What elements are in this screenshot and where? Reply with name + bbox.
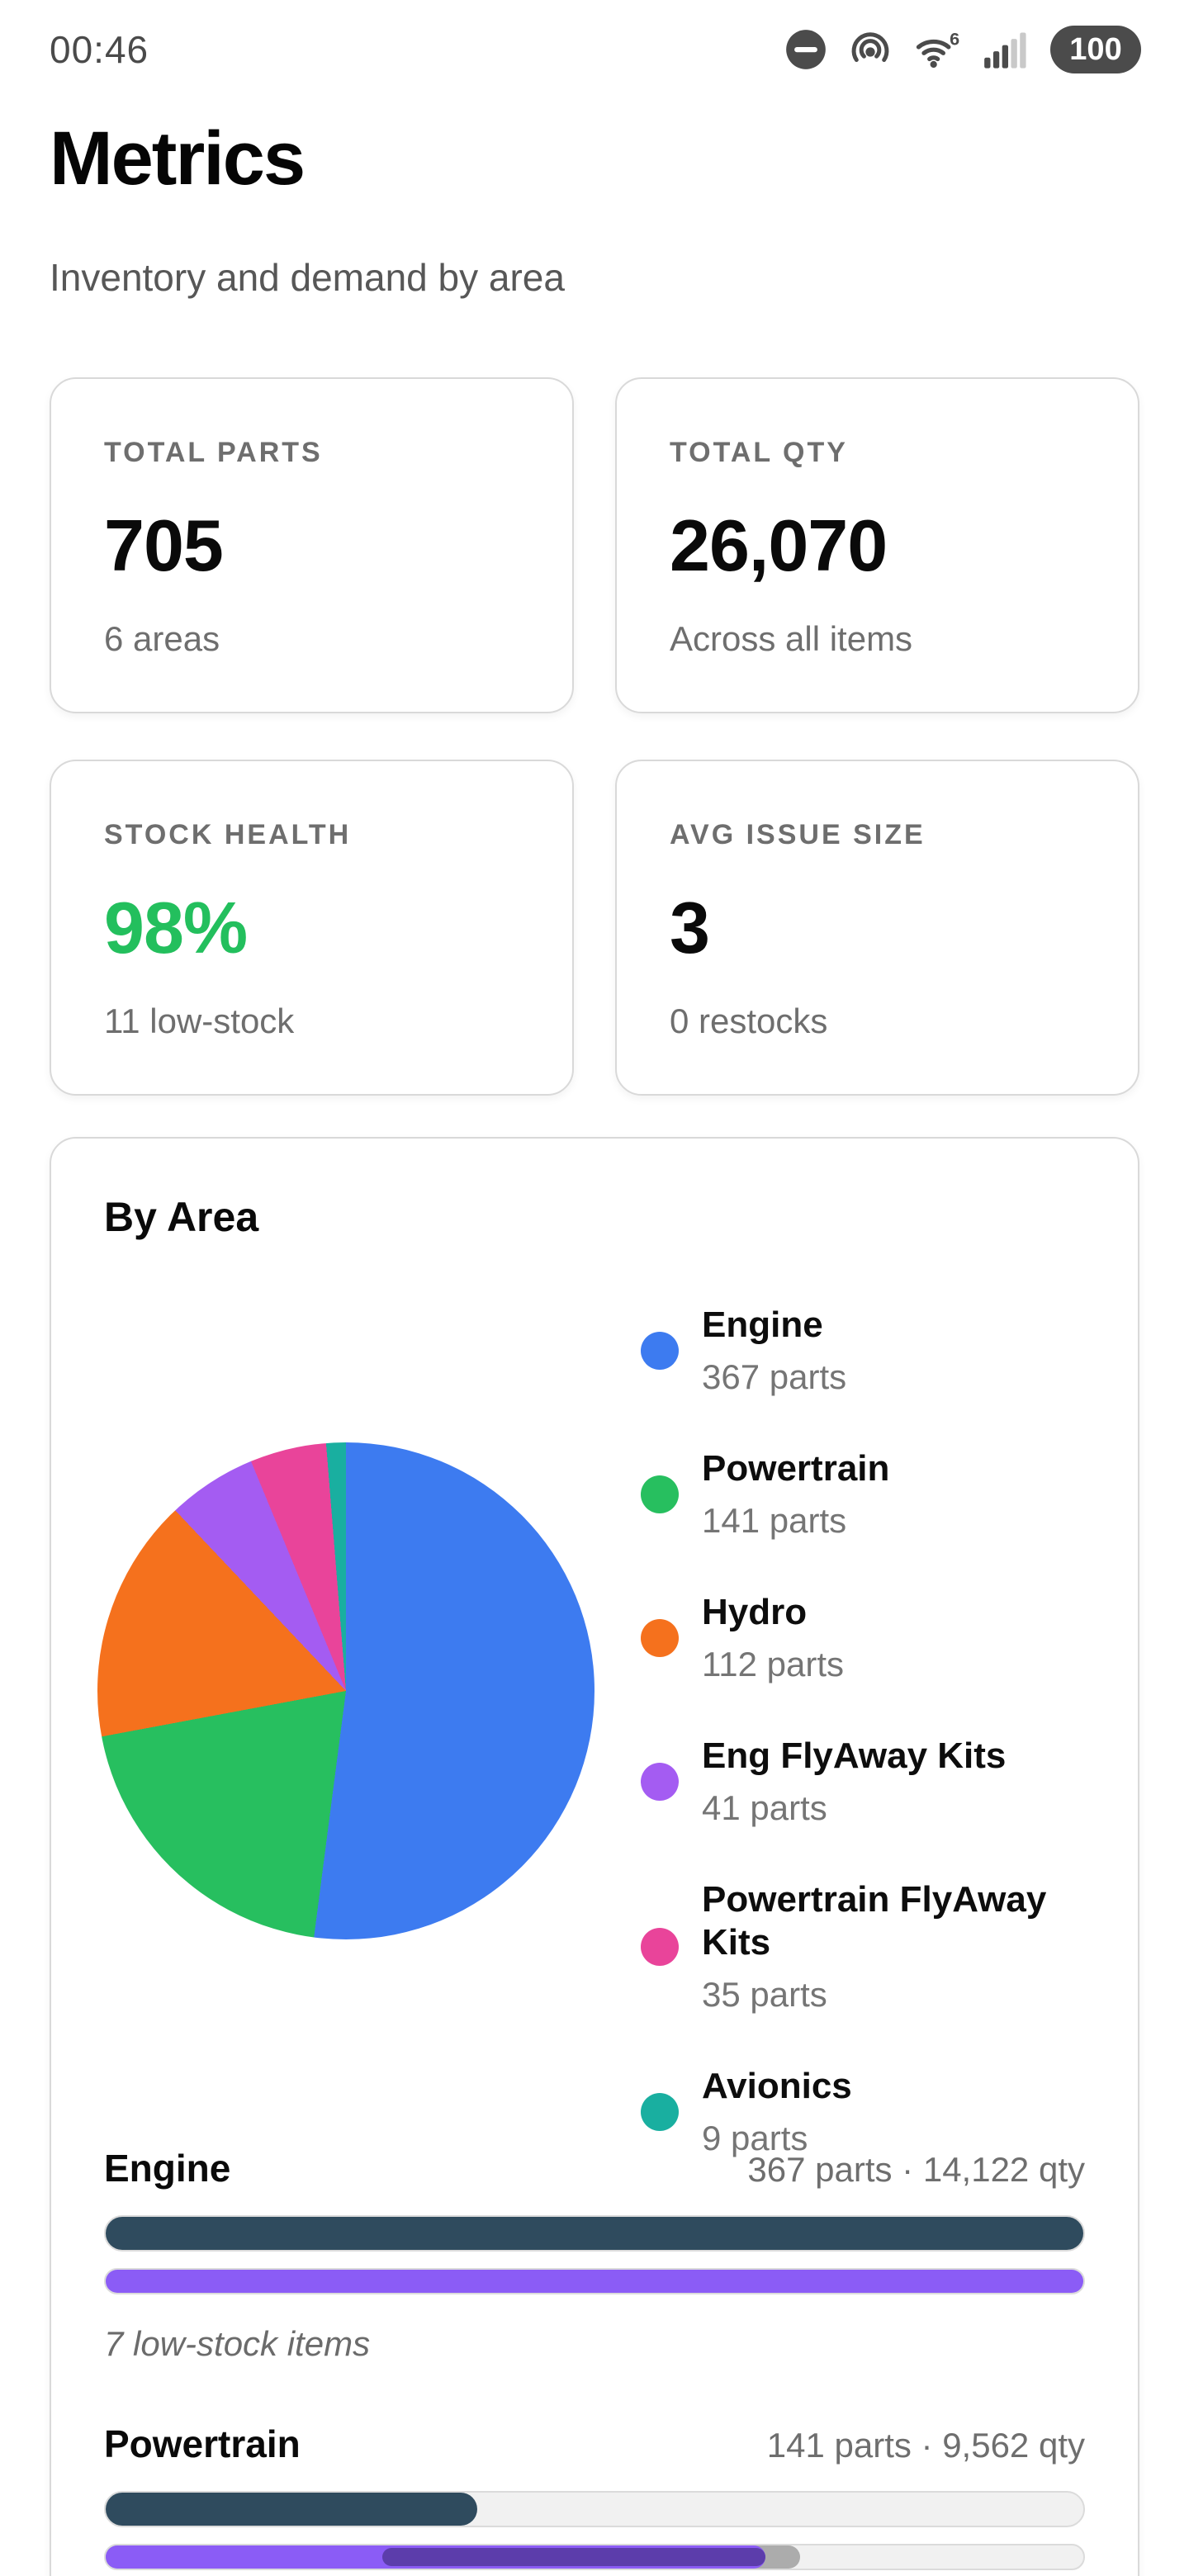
legend-item-hydro: Hydro 112 parts [641, 1591, 1087, 1685]
legend-label: Eng FlyAway Kits [702, 1735, 1007, 1776]
stat-value: 705 [104, 504, 224, 586]
legend-dot-eng-flyaway-kits [641, 1763, 679, 1801]
page-subtitle: Inventory and demand by area [50, 256, 565, 299]
area-rows: Engine 367 parts · 14,122 qty 7 low-stoc… [104, 2146, 1085, 2570]
area-chart: Engine 367 parts Powertrain 141 parts Hy… [97, 1305, 1085, 2157]
status-icons: 6 100 [784, 26, 1141, 73]
wifi-6-icon: 6 [916, 29, 959, 69]
signal-bars-icon [984, 32, 1026, 69]
legend-parts: 9 parts [702, 2119, 808, 2157]
area-row-powertrain: Powertrain 141 parts · 9,562 qty [104, 2422, 1085, 2570]
legend-item-engine: Engine 367 parts [641, 1304, 1087, 1398]
stat-card-stock-health: STOCK HEALTH 98% 11 low-stock [50, 760, 574, 1096]
stat-sub: 11 low-stock [104, 1002, 295, 1040]
legend-label: Powertrain FlyAway Kits [702, 1879, 1047, 1963]
low-stock-note: 7 low-stock items [104, 2324, 371, 2363]
stat-sub: Across all items [670, 619, 913, 658]
hotspot-icon [851, 32, 889, 63]
legend-dot-powertrain-flyaway-kits [641, 1928, 679, 1966]
clock: 00:46 [50, 28, 149, 71]
legend-parts: 367 parts [702, 1357, 847, 1396]
legend-item-powertrain-flyaway-kits: Powertrain FlyAway Kits 35 parts [641, 1878, 1087, 2015]
do-not-disturb-icon [786, 30, 826, 69]
qty-progress-fill [106, 2270, 1083, 2293]
qty-overlay-fill [382, 2548, 766, 2566]
metrics-screen[interactable]: Metrics Inventory and demand by area TOT… [0, 116, 1189, 2576]
by-area-title: By Area [104, 1194, 259, 1240]
pie-legend: Engine 367 parts Powertrain 141 parts Hy… [641, 1304, 1087, 2159]
legend-dot-powertrain [641, 1475, 679, 1513]
legend-label: Powertrain [702, 1448, 890, 1489]
status-bar: 00:46 6 100 [0, 0, 1189, 74]
legend-parts: 112 parts [702, 1645, 844, 1683]
legend-parts: 35 parts [702, 1975, 827, 2014]
svg-text:6: 6 [950, 29, 959, 50]
legend-parts: 141 parts [702, 1501, 847, 1540]
area-row-engine: Engine 367 parts · 14,122 qty 7 low-stoc… [104, 2146, 1085, 2364]
battery-icon: 100 [1050, 26, 1141, 73]
stat-cards: TOTAL PARTS 705 6 areas TOTAL QTY 26,070… [50, 377, 1139, 1096]
legend-dot-engine [641, 1332, 679, 1370]
legend-label: Avionics [702, 2066, 852, 2106]
area-row-meta: 367 parts · 14,122 qty [747, 2150, 1085, 2189]
stat-card-total-parts: TOTAL PARTS 705 6 areas [50, 377, 574, 713]
stat-label: AVG ISSUE SIZE [670, 819, 926, 850]
stat-value: 26,070 [670, 504, 888, 586]
legend-label: Hydro [702, 1592, 808, 1632]
qty-progress-bar [104, 2268, 1085, 2294]
stat-card-total-qty: TOTAL QTY 26,070 Across all items [615, 377, 1139, 713]
stat-label: STOCK HEALTH [104, 819, 352, 850]
stat-value: 98% [104, 887, 248, 968]
by-area-card: By Area Engine 367 parts Powertrain 141 … [50, 1137, 1139, 2576]
battery-percent: 100 [1069, 31, 1122, 67]
area-row-meta: 141 parts · 9,562 qty [766, 2426, 1085, 2465]
stat-sub: 0 restocks [670, 1002, 828, 1040]
legend-item-powertrain: Powertrain 141 parts [641, 1447, 1087, 1541]
page-title: Metrics [50, 116, 306, 201]
stat-label: TOTAL PARTS [104, 437, 323, 468]
area-row-name: Powertrain [104, 2422, 301, 2465]
stat-label: TOTAL QTY [670, 437, 848, 468]
parts-progress-fill [106, 2217, 1083, 2250]
qty-progress-bar [104, 2544, 1085, 2570]
legend-parts: 41 parts [702, 1788, 827, 1827]
stat-sub: 6 areas [104, 619, 220, 658]
legend-label: Engine [702, 1305, 823, 1345]
legend-item-eng-flyaway-kits: Eng FlyAway Kits 41 parts [641, 1735, 1087, 1829]
legend-dot-avionics [641, 2093, 679, 2131]
area-pie-chart [97, 1442, 594, 1939]
legend-dot-hydro [641, 1619, 679, 1657]
parts-progress-bar [104, 2491, 1085, 2527]
stat-value: 3 [670, 887, 710, 968]
parts-progress-fill [106, 2493, 477, 2526]
stat-card-avg-issue-size: AVG ISSUE SIZE 3 0 restocks [615, 760, 1139, 1096]
area-row-name: Engine [104, 2147, 231, 2190]
legend-item-avionics: Avionics 9 parts [641, 2065, 1087, 2159]
parts-progress-bar [104, 2215, 1085, 2252]
